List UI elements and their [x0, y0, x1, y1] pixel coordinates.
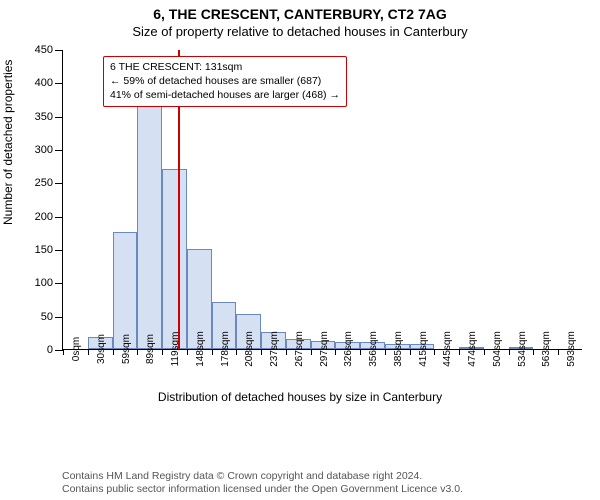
x-tick-label: 208sqm [236, 331, 255, 367]
footer-attribution: Contains HM Land Registry data © Crown c… [0, 470, 600, 496]
x-tick-label: 415sqm [410, 331, 429, 367]
x-tick-label: 504sqm [484, 331, 503, 367]
x-tick-label: 178sqm [212, 331, 231, 367]
x-tick-label: 534sqm [509, 331, 528, 367]
histogram-bar [162, 169, 187, 349]
plot-area: 0501001502002503003504004500sqm30sqm59sq… [62, 50, 582, 350]
x-tick-label: 267sqm [286, 331, 305, 367]
annotation-line-1: 6 THE CRESCENT: 131sqm [110, 60, 340, 74]
x-tick-label: 445sqm [434, 331, 453, 367]
x-tick-label: 326sqm [335, 331, 354, 367]
x-tick-label: 563sqm [533, 331, 552, 367]
y-axis-label: Number of detached properties [1, 60, 15, 225]
x-tick-label: 593sqm [558, 331, 577, 367]
x-tick-label: 59sqm [113, 334, 132, 364]
histogram-bar [113, 232, 138, 349]
x-tick-label: 356sqm [360, 331, 379, 367]
annotation-line-2: ← 59% of detached houses are smaller (68… [110, 74, 340, 88]
chart-area: Number of detached properties 0501001502… [0, 40, 600, 410]
y-tick-label: 400 [35, 77, 63, 89]
histogram-bar [137, 106, 162, 349]
x-tick-label: 30sqm [88, 334, 107, 364]
annotation-line-3: 41% of semi-detached houses are larger (… [110, 88, 340, 102]
y-tick-label: 150 [35, 244, 63, 256]
y-tick-label: 200 [35, 211, 63, 223]
y-tick-label: 250 [35, 177, 63, 189]
y-tick-label: 450 [35, 44, 63, 56]
y-tick-label: 50 [41, 311, 63, 323]
x-tick-label: 0sqm [63, 337, 82, 361]
x-tick-label: 297sqm [311, 331, 330, 367]
y-tick-label: 350 [35, 111, 63, 123]
y-tick-label: 300 [35, 144, 63, 156]
x-tick-label: 89sqm [137, 334, 156, 364]
x-tick-label: 237sqm [261, 331, 280, 367]
y-tick-label: 100 [35, 277, 63, 289]
x-tick-label: 148sqm [187, 331, 206, 367]
chart-title: 6, THE CRESCENT, CANTERBURY, CT2 7AG [0, 0, 600, 22]
footer-line-1: Contains HM Land Registry data © Crown c… [62, 470, 600, 483]
chart-subtitle: Size of property relative to detached ho… [0, 22, 600, 39]
footer-line-2: Contains public sector information licen… [62, 483, 600, 496]
x-tick-label: 474sqm [459, 331, 478, 367]
x-axis-label: Distribution of detached houses by size … [0, 390, 600, 404]
annotation-box: 6 THE CRESCENT: 131sqm← 59% of detached … [103, 56, 347, 107]
y-tick-label: 0 [47, 344, 63, 356]
x-tick-label: 385sqm [385, 331, 404, 367]
